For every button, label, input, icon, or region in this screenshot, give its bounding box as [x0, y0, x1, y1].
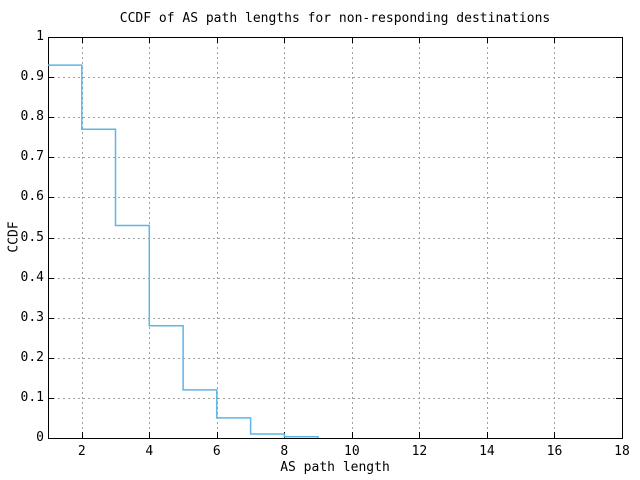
x-tick-label: 12 — [411, 444, 428, 459]
x-tick-label: 18 — [614, 444, 630, 459]
x-tick-label: 16 — [546, 444, 563, 459]
x-tick-label: 10 — [344, 444, 360, 459]
x-tick-label: 14 — [479, 444, 495, 459]
y-tick-label: 0.7 — [20, 149, 44, 165]
y-tick-label: 0.5 — [20, 229, 44, 245]
y-tick-label: 1 — [36, 29, 44, 44]
x-tick-label: 8 — [280, 444, 289, 459]
y-tick-label: 0.4 — [20, 269, 44, 285]
y-tick-label: 0.8 — [20, 109, 44, 125]
x-tick-label: 2 — [77, 444, 86, 459]
x-tick-label: 6 — [212, 444, 221, 459]
chart-title: CCDF of AS path lengths for non-respondi… — [119, 11, 551, 26]
x-axis-label: AS path length — [280, 460, 390, 475]
y-tick-label: 0.3 — [20, 309, 44, 325]
y-tick-label: 0.2 — [20, 349, 44, 365]
y-tick-label: 0.6 — [20, 189, 44, 205]
ccdf-step-line — [48, 64, 319, 438]
y-tick-label: 0 — [36, 430, 44, 445]
y-tick-label: 0.1 — [20, 389, 44, 405]
y-tick-label: 0.9 — [20, 69, 44, 85]
x-tick-label: 4 — [145, 444, 154, 459]
